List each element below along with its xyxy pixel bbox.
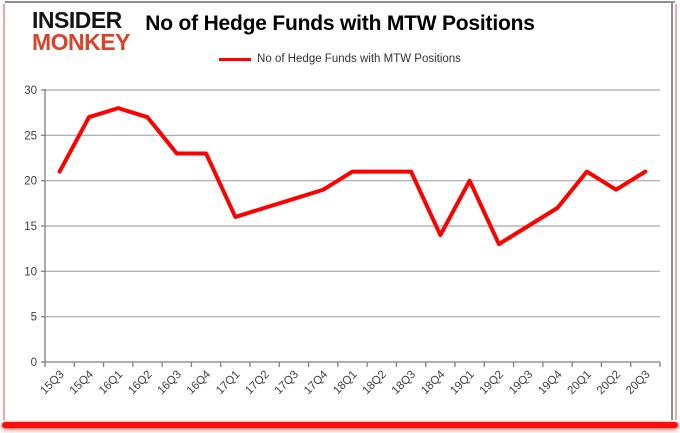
y-tick-label: 30 [24, 85, 37, 97]
x-tick-label: 17Q3 [273, 369, 301, 397]
frame-left-accent [3, 4, 5, 420]
x-tick-label: 18Q2 [361, 369, 389, 397]
y-tick-label: 15 [24, 221, 37, 233]
x-tick-label: 20Q2 [595, 369, 623, 397]
y-tick-label: 10 [24, 266, 37, 278]
x-tick-label: 19Q2 [478, 369, 506, 397]
chart-title: No of Hedge Funds with MTW Positions [145, 12, 535, 35]
insider-monkey-logo: INSIDER MONKEY [32, 7, 130, 55]
frame-right-accent [675, 4, 677, 420]
legend-label: No of Hedge Funds with MTW Positions [257, 53, 461, 65]
logo-text-monkey: MONKEY [32, 29, 130, 55]
x-tick-label: 18Q3 [390, 369, 418, 397]
x-tick-label: 20Q3 [624, 369, 652, 397]
y-tick-label: 0 [31, 357, 37, 369]
x-tick-label: 16Q3 [156, 369, 184, 397]
x-tick-label: 15Q4 [68, 368, 97, 397]
y-tick-label: 5 [31, 312, 37, 324]
hedge-funds-data-line [57, 106, 648, 247]
x-tick-label: 16Q2 [126, 369, 154, 397]
chart-legend: No of Hedge Funds with MTW Positions [0, 52, 680, 66]
x-tick-label: 15Q3 [38, 369, 66, 397]
frame-right-border [671, 2, 673, 420]
frame-top-border [5, 1, 675, 3]
x-tick-label: 19Q3 [507, 369, 535, 397]
x-tick-label: 17Q4 [302, 368, 331, 397]
logo-text-insider: INSIDER [32, 7, 122, 33]
x-tick-label: 17Q2 [243, 369, 271, 397]
frame-bottom-red-bar [2, 422, 678, 428]
x-tick-label: 17Q1 [214, 369, 242, 397]
x-tick-label: 20Q1 [566, 369, 594, 397]
x-tick-label: 18Q1 [331, 369, 359, 397]
x-tick-label: 19Q1 [448, 369, 476, 397]
y-tick-label: 25 [24, 130, 37, 142]
x-tick-label: 18Q4 [419, 368, 448, 397]
x-tick-label: 19Q4 [536, 368, 565, 397]
x-tick-label: 16Q1 [97, 369, 125, 397]
y-tick-label: 20 [24, 176, 37, 188]
x-tick-label: 16Q4 [185, 368, 214, 397]
legend-line-swatch [219, 57, 252, 61]
